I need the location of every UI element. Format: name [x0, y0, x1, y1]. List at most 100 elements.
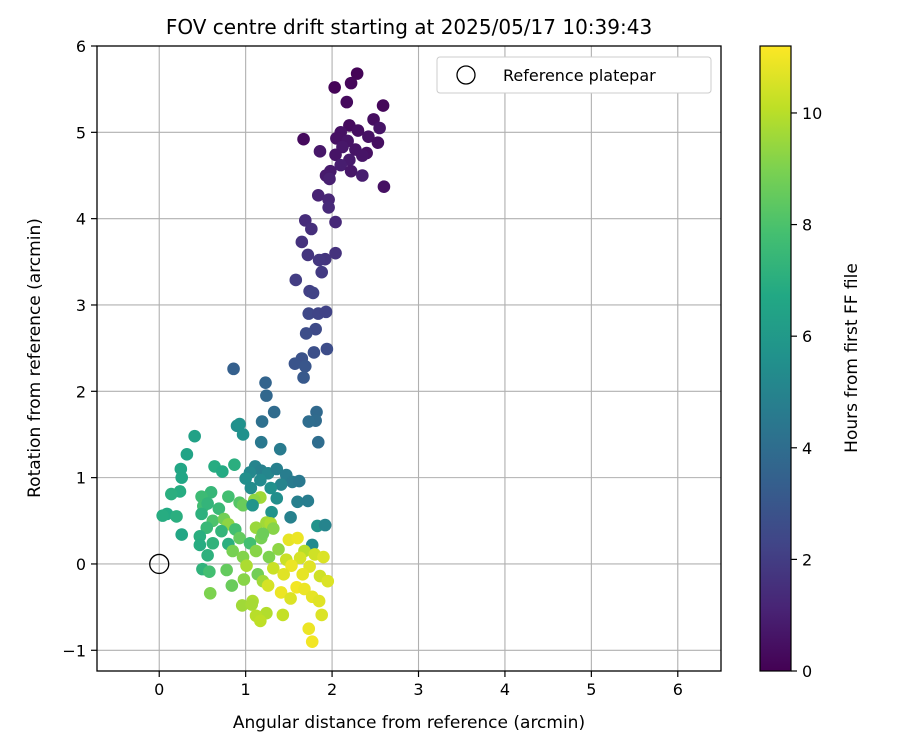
data-point [265, 505, 278, 519]
data-point [298, 582, 311, 596]
data-point [236, 428, 250, 441]
data-point [301, 248, 315, 262]
data-point [292, 474, 306, 488]
data-point [233, 417, 246, 431]
data-point [295, 235, 309, 249]
data-point [203, 587, 217, 600]
data-point [371, 136, 385, 149]
data-point [334, 158, 348, 172]
data-point [226, 544, 239, 558]
data-point [193, 538, 207, 552]
data-point [356, 149, 369, 162]
data-point [220, 563, 233, 577]
colorbar-tick-label: 4 [802, 439, 812, 458]
data-point [175, 528, 188, 541]
data-point [274, 478, 288, 491]
chart-title: FOV centre drift starting at 2025/05/17 … [166, 15, 652, 39]
data-point [329, 246, 342, 260]
data-point [323, 172, 336, 186]
colorbar-tick-label: 6 [802, 327, 812, 346]
y-tick-label: 2 [76, 382, 86, 401]
data-point [156, 509, 169, 522]
data-point [201, 549, 214, 562]
data-point [237, 573, 251, 586]
y-tick-label: 4 [76, 210, 86, 229]
data-point [244, 481, 258, 495]
plot-frame [96, 45, 722, 672]
data-point [311, 435, 325, 449]
data-point [377, 180, 391, 194]
data-point [297, 371, 310, 384]
data-point [233, 531, 246, 545]
data-point [302, 415, 316, 428]
colorbar-tick-label: 8 [802, 216, 812, 235]
data-point [302, 307, 316, 320]
data-point [305, 222, 318, 236]
x-tick-label: 6 [673, 680, 683, 699]
data-point [227, 362, 240, 376]
data-point [344, 164, 358, 178]
data-point [298, 359, 312, 373]
data-point [201, 497, 214, 510]
data-point [351, 124, 365, 137]
x-tick-label: 2 [327, 680, 337, 699]
data-point [267, 561, 280, 575]
data-point [289, 273, 303, 287]
axis-ticks: 0 1 2 3 4 5 6 −1 0 1 2 3 4 5 6 [62, 37, 682, 699]
data-point [284, 511, 297, 524]
data-point [299, 327, 313, 340]
data-point [340, 95, 354, 109]
data-point [329, 215, 342, 229]
data-point [170, 510, 183, 523]
data-point [228, 458, 241, 471]
data-point [277, 568, 290, 581]
x-tick-label: 4 [500, 680, 510, 699]
data-point [204, 486, 218, 499]
data-point [356, 169, 369, 182]
x-tick-label: 1 [241, 680, 251, 699]
data-point [254, 435, 268, 449]
data-point [236, 498, 250, 512]
data-point [239, 472, 252, 485]
data-point [267, 405, 281, 419]
y-axis-label: Rotation from reference (arcmin) [25, 218, 45, 498]
data-point [302, 622, 316, 636]
data-point [255, 415, 269, 428]
data-point [270, 462, 284, 476]
x-axis-label: Angular distance from reference (arcmin) [233, 713, 585, 733]
data-points [156, 67, 391, 648]
data-point [254, 473, 267, 487]
data-point [203, 565, 216, 579]
data-point [321, 574, 335, 588]
data-point [317, 550, 330, 564]
data-point [175, 471, 188, 484]
data-point [306, 286, 320, 300]
data-point [188, 429, 201, 443]
data-point [322, 201, 335, 214]
data-point [329, 148, 342, 162]
reference-point [149, 553, 170, 575]
data-point [273, 442, 287, 456]
data-point [262, 550, 276, 564]
data-point [206, 536, 220, 550]
data-point [216, 465, 229, 478]
data-point [215, 524, 228, 538]
data-point [284, 592, 297, 605]
data-point [311, 189, 325, 202]
data-point [291, 531, 304, 545]
data-point [301, 494, 315, 508]
data-point [267, 522, 280, 535]
y-tick-label: 5 [76, 123, 86, 142]
colorbar-tick-label: 10 [802, 104, 822, 123]
data-point [225, 579, 239, 592]
data-point [272, 542, 285, 556]
legend-entry-reference: Reference platepar [503, 66, 656, 85]
colorbar [759, 45, 792, 672]
data-point [319, 305, 333, 319]
data-point [297, 132, 310, 146]
data-point [318, 518, 332, 532]
legend: Reference platepar [436, 56, 712, 94]
data-point [305, 635, 319, 648]
y-tick-label: 6 [76, 37, 86, 56]
